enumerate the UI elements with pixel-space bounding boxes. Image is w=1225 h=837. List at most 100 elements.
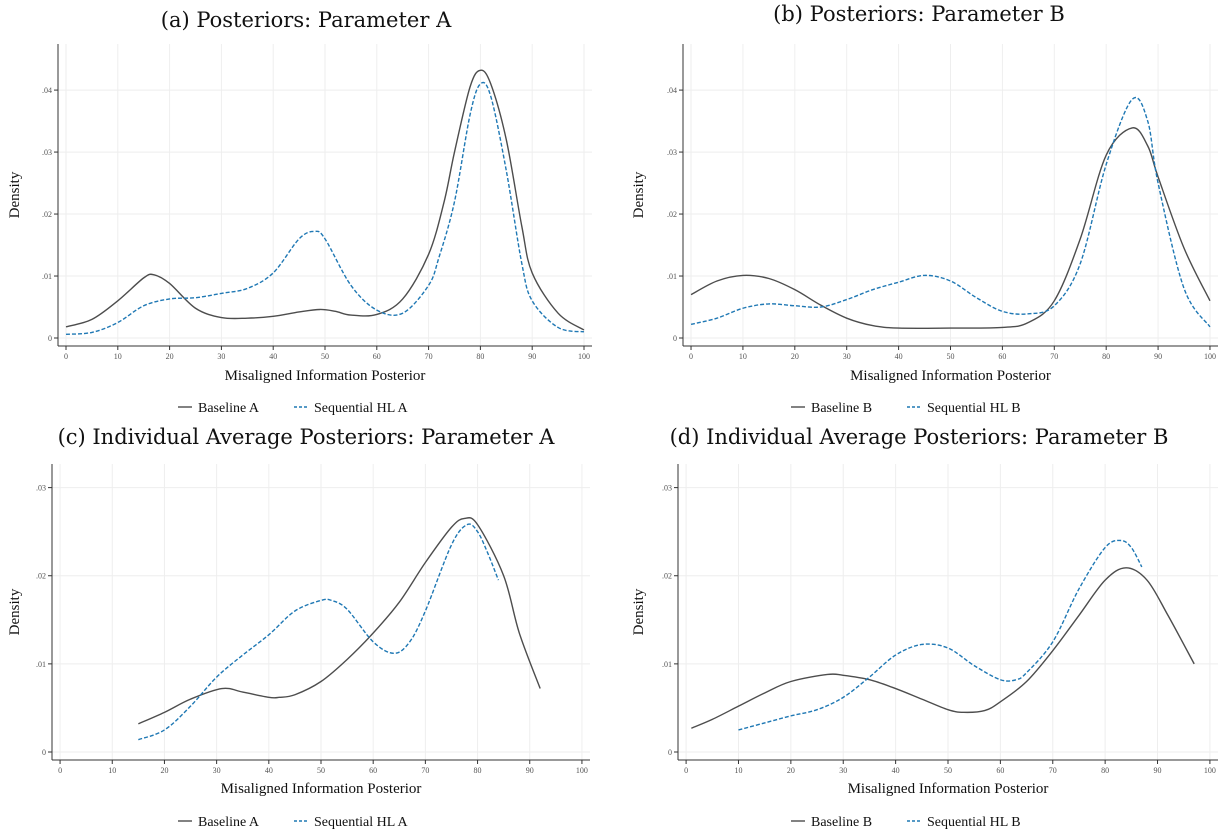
x-tick-label: 40 — [892, 766, 900, 775]
chart-title: (d) Individual Average Posteriors: Param… — [670, 425, 1169, 449]
x-tick-label: 30 — [839, 766, 847, 775]
y-tick-label: .04 — [667, 86, 677, 95]
x-tick-label: 90 — [1154, 766, 1162, 775]
x-tick-label: 0 — [58, 766, 62, 775]
legend-label-baseline: Baseline A — [198, 401, 260, 416]
legend: Baseline A Sequential HL A — [178, 815, 408, 830]
y-axis-title: Density — [7, 588, 23, 635]
x-tick-label: 50 — [317, 766, 325, 775]
y-axis-title: Density — [7, 171, 23, 218]
x-tick-label: 70 — [1049, 766, 1057, 775]
x-tick-label: 40 — [895, 352, 903, 361]
x-tick-label: 20 — [791, 352, 799, 361]
x-tick-label: 70 — [421, 766, 429, 775]
x-tick-label: 40 — [269, 352, 277, 361]
x-tick-label: 90 — [1154, 352, 1162, 361]
x-axis-title: Misaligned Information Posterior — [221, 781, 422, 797]
y-tick-label: .01 — [662, 660, 672, 669]
panel-a: (a) Posteriors: Parameter A 0 10 20 30 40 50 60… — [0, 0, 612, 418]
x-tick-label: 30 — [843, 352, 851, 361]
y-tick-label: .03 — [36, 484, 46, 493]
y-tick-label: .03 — [667, 148, 677, 157]
x-axis-title: Misaligned Information Posterior — [848, 781, 1049, 797]
y-tick-label: 0 — [668, 748, 672, 757]
y-tick-label: .02 — [42, 210, 52, 219]
x-tick-label: 0 — [64, 352, 68, 361]
x-tick-label: 90 — [528, 352, 536, 361]
chart-panel-d: (d) Individual Average Posteriors: Param… — [631, 425, 1218, 830]
x-tick-label: 0 — [689, 352, 693, 361]
chart-title: (b) Posteriors: Parameter B — [773, 2, 1065, 26]
y-tick-label: .03 — [42, 148, 52, 157]
y-tick-label: 0 — [673, 334, 677, 343]
y-tick-label: .01 — [667, 272, 677, 281]
chart-panel-b: (b) Posteriors: Parameter B 0 10 20 30 40 50 60… — [631, 2, 1218, 416]
y-tick-label: .02 — [667, 210, 677, 219]
panel-c: (c) Individual Average Posteriors: Param… — [0, 419, 612, 837]
y-tick-label: .01 — [42, 272, 52, 281]
y-tick-label: 0 — [48, 334, 52, 343]
legend: Baseline B Sequential HL B — [791, 401, 1021, 416]
legend-label-baseline: Baseline B — [811, 401, 872, 416]
x-tick-label: 30 — [217, 352, 225, 361]
y-tick-label: .04 — [42, 86, 52, 95]
chart-title: (a) Posteriors: Parameter A — [161, 8, 452, 32]
panel-b: (b) Posteriors: Parameter B 0 10 20 30 40 50 60… — [613, 0, 1225, 418]
x-tick-label: 0 — [684, 766, 688, 775]
x-tick-label: 50 — [321, 352, 329, 361]
series-line-sequential-hl — [138, 523, 500, 741]
legend-label-sequential-hl: Sequential HL B — [927, 815, 1021, 830]
x-tick-label: 100 — [576, 766, 588, 775]
x-tick-label: 80 — [1102, 352, 1110, 361]
x-tick-label: 60 — [998, 352, 1006, 361]
x-tick-label: 90 — [526, 766, 534, 775]
series-line-sequential-hl — [738, 539, 1143, 731]
chart-panel-a: (a) Posteriors: Parameter A 0 10 20 30 40 50 60… — [7, 8, 592, 416]
legend-label-sequential-hl: Sequential HL A — [314, 815, 408, 830]
x-tick-label: 20 — [787, 766, 795, 775]
legend-label-sequential-hl: Sequential HL A — [314, 401, 408, 416]
x-tick-label: 80 — [1101, 766, 1109, 775]
x-axis-title: Misaligned Information Posterior — [225, 368, 426, 384]
series-line-baseline — [691, 567, 1195, 729]
series-line-sequential-hl — [690, 96, 1211, 328]
legend-label-sequential-hl: Sequential HL B — [927, 401, 1021, 416]
x-tick-label: 40 — [265, 766, 273, 775]
y-tick-label: .02 — [662, 572, 672, 581]
x-tick-label: 80 — [474, 766, 482, 775]
x-tick-label: 20 — [160, 766, 168, 775]
legend-label-baseline: Baseline A — [198, 815, 260, 830]
y-tick-label: .02 — [36, 572, 46, 581]
series-line-baseline — [690, 127, 1211, 329]
y-tick-label: 0 — [42, 748, 46, 757]
x-tick-label: 50 — [947, 352, 955, 361]
x-axis-title: Misaligned Information Posterior — [850, 368, 1051, 384]
x-tick-label: 10 — [734, 766, 742, 775]
x-tick-label: 60 — [373, 352, 381, 361]
series-line-baseline — [138, 517, 541, 725]
y-tick-label: .03 — [662, 484, 672, 493]
chart-title: (c) Individual Average Posteriors: Param… — [58, 425, 556, 449]
x-tick-label: 10 — [108, 766, 116, 775]
x-tick-label: 100 — [1204, 352, 1216, 361]
chart-panel-c: (c) Individual Average Posteriors: Param… — [7, 425, 590, 830]
x-tick-label: 50 — [944, 766, 952, 775]
x-tick-label: 10 — [739, 352, 747, 361]
panel-d: (d) Individual Average Posteriors: Param… — [613, 419, 1225, 837]
x-tick-label: 20 — [166, 352, 174, 361]
y-axis-title: Density — [631, 588, 647, 635]
x-tick-label: 60 — [996, 766, 1004, 775]
x-tick-label: 100 — [578, 352, 590, 361]
x-tick-label: 70 — [425, 352, 433, 361]
x-tick-label: 60 — [369, 766, 377, 775]
series-line-sequential-hl — [65, 81, 585, 335]
x-tick-label: 10 — [114, 352, 122, 361]
series-line-baseline — [65, 69, 585, 331]
x-tick-label: 70 — [1050, 352, 1058, 361]
legend: Baseline B Sequential HL B — [791, 815, 1021, 830]
y-axis-title: Density — [631, 171, 647, 218]
x-tick-label: 80 — [476, 352, 484, 361]
y-tick-label: .01 — [36, 660, 46, 669]
x-tick-label: 100 — [1204, 766, 1216, 775]
legend-label-baseline: Baseline B — [811, 815, 872, 830]
